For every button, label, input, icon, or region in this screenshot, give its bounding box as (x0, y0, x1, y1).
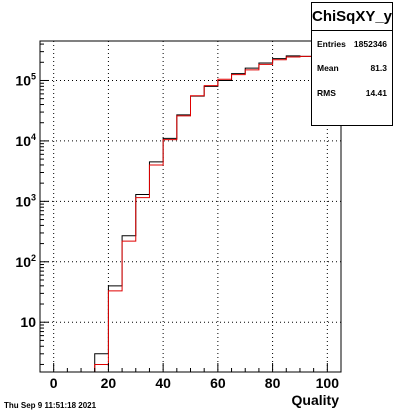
y-tick-label: 105 (15, 71, 36, 88)
y-tick-label: 103 (15, 192, 36, 209)
timestamp: Thu Sep 9 11:51:18 2021 (4, 401, 97, 410)
series-layer (40, 55, 341, 373)
stats-mean-row: Mean 81.3 (317, 63, 387, 73)
x-axis-label: Quality (292, 392, 340, 408)
entries-value: 1852346 (353, 39, 387, 49)
plot-frame (39, 40, 342, 373)
entries-label: Entries (317, 39, 346, 49)
axis-ticks: 0 20 40 60 80 100 10 102 103 104 105 (15, 43, 342, 391)
stats-box: ChiSqXY_y Entries 1852346 Mean 81.3 RMS … (311, 2, 393, 126)
grid-lines (40, 41, 341, 372)
x-tick-label: 40 (155, 375, 171, 391)
stats-title: ChiSqXY_y (312, 3, 392, 31)
mean-value: 81.3 (370, 63, 387, 73)
y-tick-label: 10 (20, 314, 36, 330)
x-tick-label: 100 (316, 375, 340, 391)
mean-label: Mean (317, 63, 339, 73)
x-tick-label: 60 (210, 375, 226, 391)
histogram-series-2 (40, 55, 341, 373)
stats-entries-row: Entries 1852346 (317, 39, 387, 49)
stats-rms-row: RMS 14.41 (317, 88, 387, 98)
x-tick-label: 80 (265, 375, 281, 391)
x-tick-label: 20 (101, 375, 117, 391)
rms-label: RMS (317, 88, 336, 98)
y-tick-label: 102 (15, 253, 36, 270)
x-tick-label: 0 (50, 375, 58, 391)
rms-value: 14.41 (365, 88, 387, 98)
y-tick-label: 104 (15, 132, 36, 149)
